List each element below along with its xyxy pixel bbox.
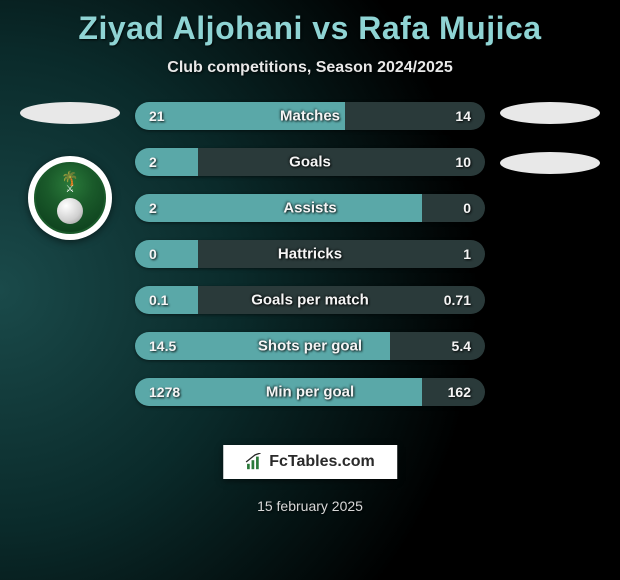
bar-right-fill xyxy=(422,194,485,222)
brand-chart-icon xyxy=(245,453,263,471)
stat-row: 0 Hattricks 1 xyxy=(135,240,485,268)
brand-box: FcTables.com xyxy=(223,445,397,479)
swords-icon: ⚔ xyxy=(66,184,75,195)
date-text: 15 february 2025 xyxy=(257,498,363,514)
bar-left-fill xyxy=(135,148,198,176)
stat-value-right: 0.71 xyxy=(444,292,471,308)
stat-row: 0.1 Goals per match 0.71 xyxy=(135,286,485,314)
stat-value-right: 162 xyxy=(448,384,471,400)
stat-value-left: 14.5 xyxy=(149,338,176,354)
stat-value-left: 1278 xyxy=(149,384,180,400)
stat-row: 2 Assists 0 xyxy=(135,194,485,222)
stat-label: Goals per match xyxy=(251,292,369,309)
bar-left-fill xyxy=(135,240,198,268)
bar-right-fill xyxy=(198,148,485,176)
stat-bars: 21Matches142Goals102Assists00Hattricks10… xyxy=(135,102,485,424)
stat-label: Matches xyxy=(280,108,340,125)
stat-value-right: 10 xyxy=(455,154,471,170)
stat-label: Min per goal xyxy=(266,384,354,401)
page-title: Ziyad Aljohani vs Rafa Mujica xyxy=(0,0,620,47)
stat-value-left: 2 xyxy=(149,200,157,216)
left-player-badges: 🌴 ⚔ xyxy=(10,102,130,240)
stat-row: 14.5 Shots per goal 5.4 xyxy=(135,332,485,360)
crest-graphic: 🌴 ⚔ xyxy=(34,162,106,234)
stat-value-right: 0 xyxy=(463,200,471,216)
bar-left-fill xyxy=(135,194,422,222)
stat-label: Assists xyxy=(283,200,336,217)
comparison-container: Ziyad Aljohani vs Rafa Mujica Club compe… xyxy=(0,0,620,580)
flag-placeholder-right-2 xyxy=(500,152,600,174)
flag-placeholder-right-1 xyxy=(500,102,600,124)
club-crest-left: 🌴 ⚔ xyxy=(28,156,112,240)
stat-value-left: 0 xyxy=(149,246,157,262)
stat-value-left: 2 xyxy=(149,154,157,170)
stat-row: 1278 Min per goal 162 xyxy=(135,378,485,406)
stat-row: 2 Goals 10 xyxy=(135,148,485,176)
ball-icon xyxy=(57,198,83,224)
subtitle: Club competitions, Season 2024/2025 xyxy=(0,59,620,77)
flag-placeholder-left xyxy=(20,102,120,124)
stat-value-left: 0.1 xyxy=(149,292,168,308)
stat-value-right: 14 xyxy=(455,108,471,124)
stat-row: 21 Matches 14 xyxy=(135,102,485,130)
right-player-badges xyxy=(490,102,610,194)
stat-label: Goals xyxy=(289,154,331,171)
stat-value-right: 5.4 xyxy=(452,338,471,354)
stat-value-right: 1 xyxy=(463,246,471,262)
brand-text: FcTables.com xyxy=(269,453,375,471)
stat-label: Hattricks xyxy=(278,246,342,263)
stats-area: 🌴 ⚔ 21 Matches 14 2 Goals 10 2 Assists 0 0 Hattric… xyxy=(0,102,620,432)
stat-value-left: 21 xyxy=(149,108,165,124)
stat-label: Shots per goal xyxy=(258,338,362,355)
